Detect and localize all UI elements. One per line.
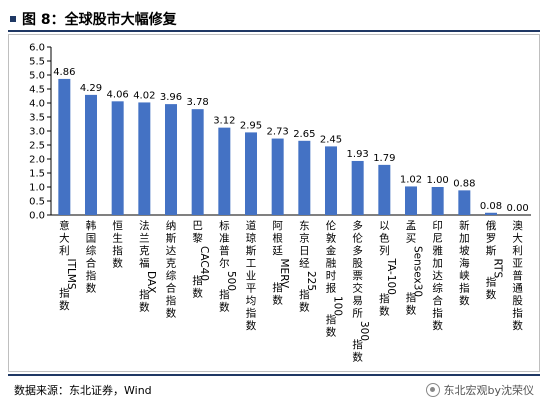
- category-label-latin: Sensex30: [412, 246, 424, 297]
- bar: [351, 160, 364, 215]
- category-label: 纳斯达克综合指数: [166, 219, 177, 320]
- bar: [138, 102, 151, 215]
- category-label: 孟买指数: [406, 220, 417, 316]
- data-label: 1.00: [427, 175, 449, 186]
- chart-area: 0.0 0.5 1.0 1.5 2.0 2.5 3.0 3.5 4.0 4.5 5.0 5.5 6.0 4…: [8, 34, 540, 372]
- y-tick-label: 2.0: [29, 155, 45, 166]
- y-tick-label: 1.0: [29, 183, 45, 194]
- wechat-icon: [425, 383, 440, 397]
- category-label-latin: ITLMS: [65, 259, 77, 290]
- figure-title: 图 8：全球股市大幅修复: [22, 12, 177, 28]
- category-label: 以色列指数: [379, 220, 390, 318]
- y-tick-label: 0.0: [29, 211, 45, 222]
- category-label: 阿根廷指数: [272, 220, 283, 306]
- source-bar: 数据来源：东北证券，Wind 东北宏观by沈荣仪: [8, 374, 540, 404]
- y-tick-label: 1.5: [29, 169, 45, 180]
- category-label: 印尼雅加达综合指数: [432, 220, 443, 332]
- data-label: 0.88: [453, 178, 475, 189]
- data-label: 0.08: [480, 201, 502, 212]
- data-label: 2.45: [320, 134, 342, 145]
- category-label: 东京日经指数: [299, 219, 310, 313]
- bar: [191, 109, 204, 215]
- y-tick-label: 3.5: [29, 113, 45, 124]
- bar: [405, 186, 417, 215]
- category-label-latin: 100: [332, 296, 344, 316]
- bar: [325, 146, 337, 215]
- data-label: 4.02: [133, 90, 155, 101]
- y-tick-label: 5.0: [29, 71, 45, 82]
- category-label-latin: 500: [225, 271, 237, 291]
- category-label-latin: CAC40: [198, 246, 210, 281]
- bar: [378, 164, 391, 215]
- data-label: 4.06: [107, 89, 129, 100]
- data-label: 1.93: [347, 149, 369, 160]
- category-label: 法兰克福指数: [139, 219, 150, 313]
- bar: [85, 94, 97, 215]
- category-label: 韩国综合指数: [86, 219, 97, 295]
- bar: [218, 127, 231, 215]
- category-label: 恒生指数: [112, 219, 123, 270]
- category-label: 新加坡海峡指数: [459, 219, 470, 307]
- watermark: 东北宏观by沈荣仪: [425, 382, 535, 398]
- bar: [458, 190, 471, 215]
- data-label: 2.73: [267, 127, 289, 138]
- bar: [271, 138, 284, 215]
- bar: [298, 140, 311, 215]
- category-label: 巴黎指数: [192, 220, 203, 300]
- data-label: 4.86: [53, 67, 75, 78]
- watermark-text: 东北宏观by沈荣仪: [443, 384, 535, 397]
- category-label-latin: RTS: [492, 259, 504, 279]
- bar: [165, 104, 177, 215]
- data-label: 2.65: [293, 129, 315, 140]
- y-tick-label: 4.5: [29, 85, 45, 96]
- bar: [58, 78, 71, 215]
- source-note: 数据来源：东北证券，Wind: [14, 384, 152, 397]
- category-label-latin: DAX: [145, 271, 157, 293]
- data-label: 4.29: [80, 83, 102, 94]
- data-label: 2.95: [240, 120, 262, 131]
- figure-title-bar: 图 8：全球股市大幅修复: [8, 8, 540, 32]
- category-label-latin: TA-100: [385, 258, 397, 295]
- data-label: 3.12: [213, 116, 235, 127]
- category-label-latin: MERV: [278, 259, 290, 289]
- data-label: 1.79: [373, 153, 395, 164]
- y-tick-label: 6.0: [29, 43, 45, 54]
- category-label: 伦敦金融时报指数: [326, 219, 337, 338]
- data-label: 3.96: [160, 92, 182, 103]
- bar: [245, 132, 257, 215]
- category-label: 多伦多股票交易所指数: [352, 219, 363, 363]
- y-tick-label: 4.0: [29, 99, 45, 110]
- category-label: 俄罗斯指数: [486, 220, 497, 301]
- category-label: 意大利指数: [59, 219, 70, 312]
- data-label: 0.00: [507, 203, 529, 214]
- category-label-latin: 300: [358, 321, 370, 341]
- y-tick-label: 5.5: [29, 57, 45, 68]
- bar: [485, 212, 497, 215]
- y-tick-label: 2.5: [29, 141, 45, 152]
- bar-chart: 0.0 0.5 1.0 1.5 2.0 2.5 3.0 3.5 4.0 4.5 5.0 5.5 6.0 4…: [29, 43, 531, 363]
- category-label: 道琼斯工业平均指数: [246, 219, 257, 332]
- data-label: 3.78: [187, 97, 209, 108]
- bar: [111, 101, 124, 215]
- category-label: 澳大利亚普通股指数: [512, 219, 523, 332]
- y-tick-label: 0.5: [29, 197, 45, 208]
- category-label-latin: 225: [305, 271, 317, 291]
- category-label: 标准普尔指数: [219, 220, 230, 313]
- bar: [431, 187, 444, 215]
- data-label: 1.02: [400, 174, 422, 185]
- title-bullet-icon: [10, 16, 16, 22]
- y-tick-label: 3.0: [29, 127, 45, 138]
